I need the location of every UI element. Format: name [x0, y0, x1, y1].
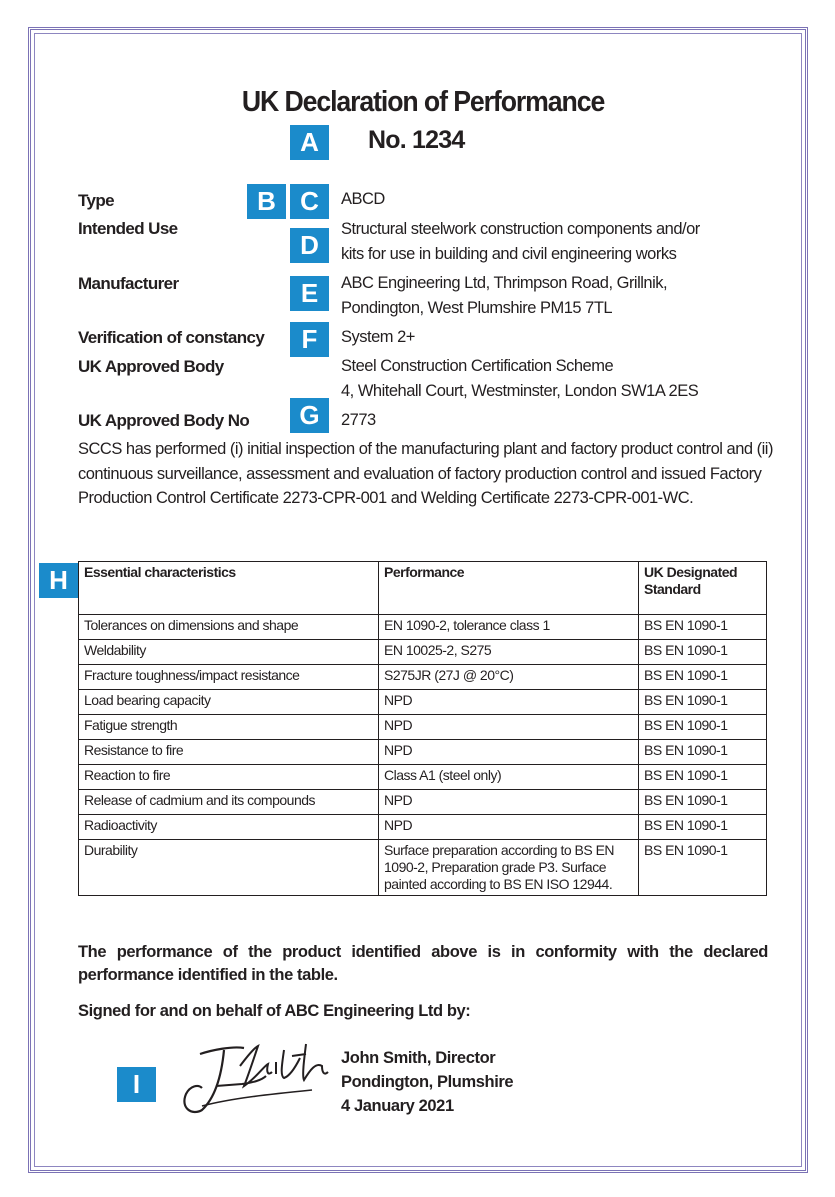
cell-performance: NPD — [378, 689, 639, 715]
cell-performance: NPD — [378, 789, 639, 815]
marker-b: B — [247, 184, 286, 219]
header-characteristics: Essential characteristics — [78, 561, 379, 615]
cell-performance: NPD — [378, 739, 639, 765]
cell-standard: BS EN 1090-1 — [638, 664, 767, 690]
cell-performance: Surface preparation according to BS EN 1… — [378, 839, 639, 896]
cell-standard: BS EN 1090-1 — [638, 614, 767, 640]
cell-performance: EN 10025-2, S275 — [378, 639, 639, 665]
marker-h: H — [39, 563, 78, 598]
cell-characteristic: Fatigue strength — [78, 714, 379, 740]
page-border — [28, 27, 808, 1173]
approved-body-label: UK Approved Body — [78, 357, 224, 376]
table-row: Radioactivity NPD BS EN 1090-1 — [78, 814, 767, 840]
table-header-row: Essential characteristics Performance UK… — [78, 561, 767, 615]
marker-c: C — [290, 184, 329, 219]
manufacturer-label: Manufacturer — [78, 274, 179, 293]
cell-characteristic: Weldability — [78, 639, 379, 665]
table-row: Weldability EN 10025-2, S275 BS EN 1090-1 — [78, 639, 767, 665]
intended-use-value: Structural steelwork construction compon… — [341, 217, 700, 267]
approved-body-no-label: UK Approved Body No — [78, 411, 250, 430]
manufacturer-value: ABC Engineering Ltd, Thrimpson Road, Gri… — [341, 271, 668, 321]
manufacturer-line: Pondington, West Plumshire PM15 7TL — [341, 299, 613, 317]
marker-a: A — [290, 125, 329, 160]
approved-body-value: Steel Construction Certification Scheme … — [341, 354, 699, 404]
approved-body-no-value: 2773 — [341, 411, 376, 429]
intended-use-label: Intended Use — [78, 219, 178, 238]
page-border-inner — [34, 33, 802, 1167]
cell-standard: BS EN 1090-1 — [638, 839, 767, 896]
type-value: ABCD — [341, 190, 385, 208]
cell-standard: BS EN 1090-1 — [638, 789, 767, 815]
cell-standard: BS EN 1090-1 — [638, 689, 767, 715]
table-row: Tolerances on dimensions and shape EN 109… — [78, 614, 767, 640]
cell-performance: S275JR (27J @ 20°C) — [378, 664, 639, 690]
cell-performance: NPD — [378, 714, 639, 740]
intended-use-line: Structural steelwork construction compon… — [341, 220, 700, 238]
marker-d: D — [290, 228, 329, 263]
cell-characteristic: Radioactivity — [78, 814, 379, 840]
cell-standard: BS EN 1090-1 — [638, 714, 767, 740]
cell-characteristic: Resistance to fire — [78, 739, 379, 765]
document-number: No. 1234 — [368, 126, 465, 154]
cell-characteristic: Reaction to fire — [78, 764, 379, 790]
marker-f: F — [290, 322, 329, 357]
header-performance: Performance — [378, 561, 639, 615]
performance-table: Essential characteristics Performance UK… — [78, 561, 767, 896]
table-row: Reaction to fire Class A1 (steel only) BS … — [78, 764, 767, 790]
manufacturer-line: ABC Engineering Ltd, Thrimpson Road, Gri… — [341, 274, 668, 292]
signed-for-text: Signed for and on behalf of ABC Engineer… — [78, 1002, 471, 1020]
table-row: Fracture toughness/impact resistance S275… — [78, 664, 767, 690]
page-title: UK Declaration of Performance — [241, 86, 605, 118]
signatory-date: 4 January 2021 — [341, 1097, 454, 1115]
marker-g: G — [290, 398, 329, 433]
cell-performance: EN 1090-2, tolerance class 1 — [378, 614, 639, 640]
certification-paragraph: SCCS has performed (i) initial inspectio… — [78, 440, 773, 508]
verification-label: Verification of constancy — [78, 328, 265, 347]
cell-characteristic: Release of cadmium and its compounds — [78, 789, 379, 815]
cell-characteristic: Durability — [78, 839, 379, 896]
cell-standard: BS EN 1090-1 — [638, 764, 767, 790]
header-standard: UK Designated Standard — [638, 561, 767, 615]
marker-i: I — [117, 1067, 156, 1102]
cell-standard: BS EN 1090-1 — [638, 639, 767, 665]
table-row: Fatigue strength NPD BS EN 1090-1 — [78, 714, 767, 740]
signatory-name: John Smith, Director — [341, 1049, 496, 1067]
signatory-place: Pondington, Plumshire — [341, 1073, 514, 1091]
cell-standard: BS EN 1090-1 — [638, 739, 767, 765]
table-row: Resistance to fire NPD BS EN 1090-1 — [78, 739, 767, 765]
cell-characteristic: Fracture toughness/impact resistance — [78, 664, 379, 690]
cell-standard: BS EN 1090-1 — [638, 814, 767, 840]
marker-e: E — [290, 276, 329, 311]
intended-use-line: kits for use in building and civil engin… — [341, 245, 677, 263]
verification-value: System 2+ — [341, 328, 415, 346]
conformity-statement: The performance of the product identifie… — [78, 943, 768, 984]
signatory-block: John Smith, Director Pondington, Plumshi… — [341, 1046, 514, 1118]
approved-body-line: Steel Construction Certification Scheme — [341, 357, 614, 375]
signature-image — [183, 1043, 329, 1114]
cell-performance: NPD — [378, 814, 639, 840]
cell-characteristic: Tolerances on dimensions and shape — [78, 614, 379, 640]
cell-characteristic: Load bearing capacity — [78, 689, 379, 715]
table-row: Durability Surface preparation according … — [78, 839, 767, 896]
type-label: Type — [78, 191, 115, 210]
table-row: Load bearing capacity NPD BS EN 1090-1 — [78, 689, 767, 715]
approved-body-line: 4, Whitehall Court, Westminster, London … — [341, 382, 699, 400]
table-row: Release of cadmium and its compounds NPD B… — [78, 789, 767, 815]
cell-performance: Class A1 (steel only) — [378, 764, 639, 790]
